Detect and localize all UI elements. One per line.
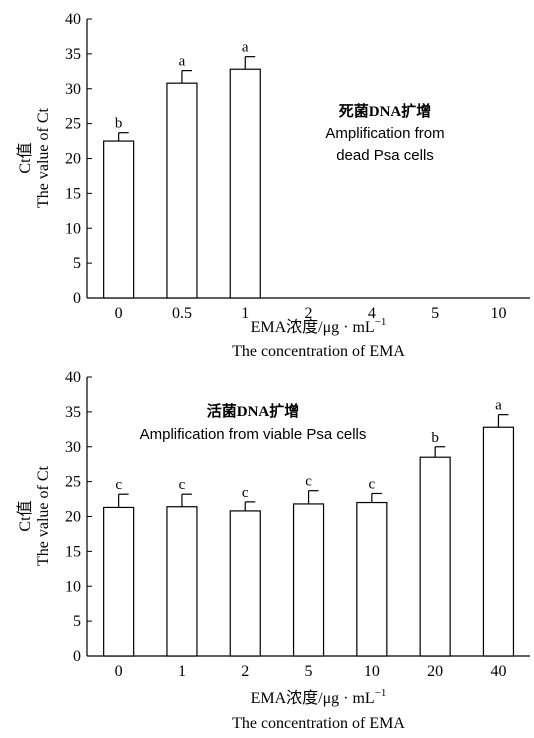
significance-letter: c xyxy=(179,477,186,493)
y-tick-label: 35 xyxy=(65,46,81,63)
significance-letter: b xyxy=(431,430,439,446)
y-axis-label-cn: Ct值 xyxy=(16,500,34,531)
x-tick-label: 0.5 xyxy=(172,305,192,322)
x-tick-label: 20 xyxy=(427,663,443,680)
y-tick-label: 20 xyxy=(65,151,81,168)
x-axis-label-main: EMA浓度/μg · mL xyxy=(251,689,375,707)
significance-letter: c xyxy=(242,485,249,501)
y-tick-label: 5 xyxy=(73,613,81,630)
bar xyxy=(292,503,325,657)
y-tick-label: 0 xyxy=(73,648,81,665)
x-tick-label: 2 xyxy=(305,305,313,322)
x-tick-label: 10 xyxy=(490,305,506,322)
bar xyxy=(103,506,135,657)
x-tick-label: 5 xyxy=(305,663,313,680)
x-axis-label-cn: EMA浓度/μg · mL−1 xyxy=(251,316,387,336)
annotation-line: Amplification from viable Psa cells xyxy=(140,426,367,443)
y-tick-label: 35 xyxy=(65,404,81,421)
bar xyxy=(229,510,261,657)
x-tick-label: 1 xyxy=(241,305,249,322)
significance-letter: c xyxy=(369,476,376,492)
significance-letter: a xyxy=(495,398,502,414)
bar xyxy=(166,82,198,299)
x-axis-label-en: The concentration of EMA xyxy=(232,715,405,732)
x-tick-label: 10 xyxy=(364,663,380,680)
bar xyxy=(103,140,135,299)
y-tick-label: 10 xyxy=(65,220,81,237)
x-tick-label: 1 xyxy=(178,663,186,680)
x-axis-label-superscript: −1 xyxy=(375,316,387,328)
significance-letter: b xyxy=(115,116,123,132)
bar xyxy=(482,426,515,657)
annotation-line: Amplification from xyxy=(325,125,444,142)
y-axis-label-en: The value of Ct xyxy=(35,107,52,208)
x-tick-label: 40 xyxy=(490,663,506,680)
x-axis-label-superscript: −1 xyxy=(375,687,387,699)
y-axis-label-cn: Ct值 xyxy=(16,142,34,173)
significance-letter: c xyxy=(115,477,122,493)
x-tick-label: 4 xyxy=(368,305,376,322)
x-tick-label: 5 xyxy=(431,305,439,322)
y-tick-label: 15 xyxy=(65,185,81,202)
y-tick-label: 25 xyxy=(65,116,81,133)
y-tick-label: 0 xyxy=(73,290,81,307)
bar xyxy=(356,501,388,657)
significance-letter: c xyxy=(305,474,312,490)
y-tick-label: 30 xyxy=(65,81,81,98)
y-tick-label: 20 xyxy=(65,509,81,526)
y-axis-label-en: The value of Ct xyxy=(35,465,52,566)
bar xyxy=(166,506,198,657)
bar xyxy=(229,68,261,299)
significance-letter: a xyxy=(242,40,249,56)
annotation-title: 死菌DNA扩增 xyxy=(339,102,432,120)
chart-dead-cells: 0 5 10 15 20 25 30 35 40 0 b 0.5 a 1 a 2 4 5 10 Ct值 The valu… xyxy=(16,11,530,360)
y-tick-label: 15 xyxy=(65,543,81,560)
bar xyxy=(419,456,451,657)
x-axis-label-en: The concentration of EMA xyxy=(232,343,405,360)
annotation-line: dead Psa cells xyxy=(336,147,434,164)
x-tick-label: 2 xyxy=(241,663,249,680)
x-tick-label: 0 xyxy=(115,305,123,322)
x-axis-label-main: EMA浓度/μg · mL xyxy=(251,318,375,336)
y-tick-label: 5 xyxy=(73,255,81,272)
y-tick-label: 30 xyxy=(65,439,81,456)
y-tick-label: 25 xyxy=(65,474,81,491)
y-tick-label: 40 xyxy=(65,369,81,386)
x-tick-label: 0 xyxy=(115,663,123,680)
y-tick-label: 40 xyxy=(65,11,81,28)
significance-letter: a xyxy=(179,54,186,70)
annotation-title: 活菌DNA扩增 xyxy=(207,402,300,420)
y-tick-label: 10 xyxy=(65,578,81,595)
x-axis-label-cn: EMA浓度/μg · mL−1 xyxy=(251,687,387,707)
